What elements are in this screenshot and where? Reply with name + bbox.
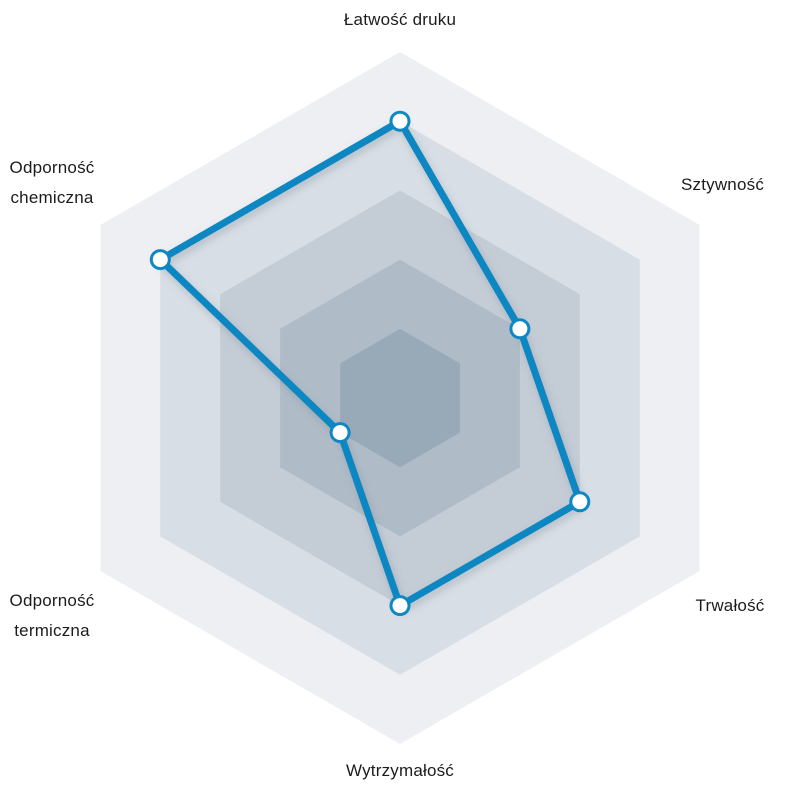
- data-point-4: [329, 422, 351, 444]
- grid-ring-1: [340, 328, 460, 468]
- grid-rings: [100, 52, 700, 744]
- data-point-3: [389, 595, 411, 617]
- data-point-2: [569, 491, 591, 513]
- axis-label-latwosc-druku: Łatwość druku: [343, 10, 457, 29]
- axis-label-odpornosc-chemiczna: Odporność chemiczna: [9, 158, 95, 207]
- axis-label-trwalosc: Trwałość: [695, 596, 765, 615]
- data-markers: [149, 110, 591, 617]
- data-point-5: [149, 249, 171, 271]
- axis-label-sztywnosc: Sztywność: [680, 175, 765, 194]
- data-point-0: [389, 110, 411, 132]
- axis-label-wytrzymalosc: Wytrzymałość: [345, 761, 455, 780]
- axis-label-odpornosc-termiczna: Odporność termiczna: [9, 591, 95, 640]
- data-point-1: [509, 318, 531, 340]
